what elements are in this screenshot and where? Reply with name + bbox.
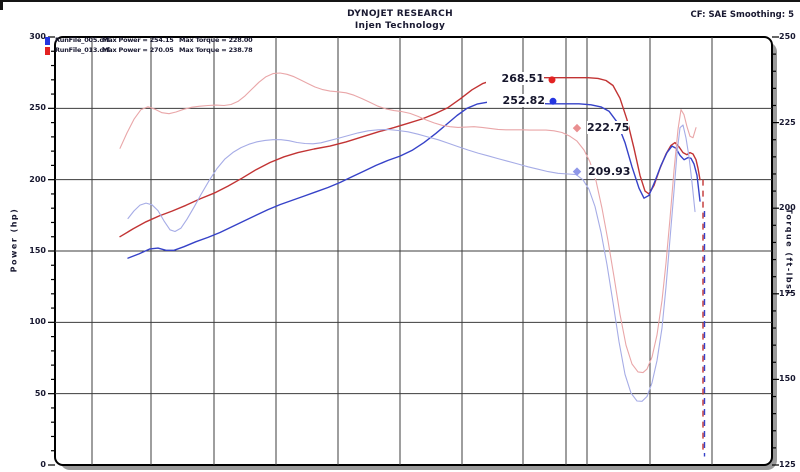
correction-smoothing-label: CF: SAE Smoothing: 5 <box>690 10 795 20</box>
legend-max-power: Max Power = 254.15 <box>102 36 174 44</box>
legend-marker-red <box>45 47 50 55</box>
point-label-torque-005: 209.93 <box>588 165 631 178</box>
legend-max-torque: Max Torque = 228.00 <box>179 36 253 44</box>
power-axis-tick-label: 200 <box>29 175 46 184</box>
gridlines <box>55 37 772 465</box>
page-title: DYNOJET RESEARCH <box>347 9 453 19</box>
window-top-edge <box>0 0 800 2</box>
power-axis-title: Power (hp) <box>9 207 19 273</box>
point-marker-circle <box>548 76 556 84</box>
legend-file-name: RunFile_013.drf <box>55 46 110 54</box>
legend-max-power: Max Power = 270.05 <box>102 46 174 54</box>
curve-runfile_005-power <box>127 101 701 259</box>
legend-max-torque: Max Torque = 238.78 <box>179 46 253 54</box>
power-axis-tick-label: 0 <box>40 460 46 469</box>
power-axis-tick-label: 300 <box>29 32 46 41</box>
page-subtitle: Injen Technology <box>354 21 446 31</box>
point-label-torque-013: 222.75 <box>587 121 630 134</box>
legend-marker-blue <box>45 37 50 45</box>
torque-axis-tick-label: 250 <box>779 32 796 41</box>
torque-axis-tick-label: 150 <box>779 374 796 383</box>
torque-axis-tick-label: 200 <box>779 203 796 212</box>
curve-runfile_005-torque <box>127 124 696 402</box>
point-label-power-005: 252.82 <box>487 94 545 107</box>
torque-axis-tick-label: 125 <box>779 460 796 469</box>
power-axis-tick-label: 100 <box>29 317 46 326</box>
torque-axis-title: Torque (ft-lbs) <box>784 208 794 296</box>
power-axis-tick-label: 150 <box>29 246 46 255</box>
window-corner-mark <box>0 0 3 10</box>
axis-ticks <box>48 36 779 466</box>
torque-axis-tick-label: 225 <box>779 118 796 127</box>
torque-axis-tick-label: 175 <box>779 289 796 298</box>
point-marker-circle <box>549 97 557 105</box>
legend-file-name: RunFile_005.drf <box>55 36 110 44</box>
power-axis-tick-label: 250 <box>29 103 46 112</box>
curve-runfile_013-torque <box>119 72 697 374</box>
power-axis-tick-label: 50 <box>34 389 46 398</box>
point-label-power-013: 268.51 <box>486 72 544 85</box>
